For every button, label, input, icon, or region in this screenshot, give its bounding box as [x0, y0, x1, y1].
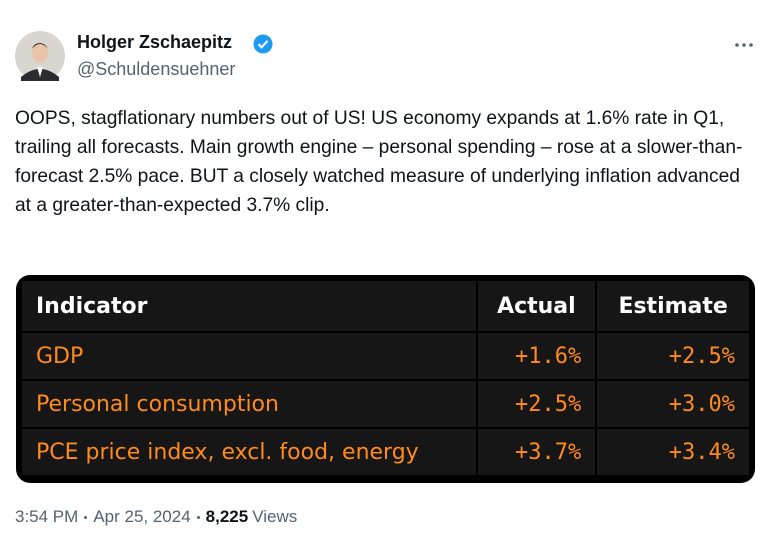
more-menu[interactable] [734, 40, 754, 50]
indicator-cell: Personal consumption [22, 381, 476, 427]
verified-badge [253, 34, 273, 54]
header-cell: Actual [477, 281, 596, 331]
author-handle[interactable]: @Schuldensuehner [77, 59, 236, 79]
indicator-cell: PCE price index, excl. food, energy [22, 429, 476, 475]
value-cell: +3.0% [597, 381, 749, 427]
views-label: Views [252, 507, 298, 526]
table-image[interactable]: Indicator Actual Estimate GDP +1.6% +2.5% Per… [16, 275, 755, 483]
header-cell: Indicator [22, 281, 476, 331]
table-row: PCE price index, excl. food, energy +3.7%… [22, 429, 749, 475]
value-cell: +2.5% [597, 333, 749, 379]
author-name[interactable]: Holger Zschaepitz [77, 32, 233, 52]
value-cell: +3.4% [597, 429, 749, 475]
header-cell: Estimate [597, 281, 749, 331]
view-count: 8,225 [205, 507, 249, 526]
time[interactable]: 3:54 PM [15, 507, 79, 526]
date[interactable]: Apr 25, 2024 [93, 507, 191, 526]
tweet-footer: 3:54 PM Apr 25, 2024 8,225 Views [15, 507, 297, 527]
table-row: GDP +1.6% +2.5% [22, 333, 749, 379]
table-row: Personal consumption +2.5% +3.0% [22, 381, 749, 427]
value-cell: +3.7% [477, 429, 596, 475]
value-cell: +2.5% [477, 381, 596, 427]
data-table: Indicator Actual Estimate GDP +1.6% +2.5% Per… [20, 279, 751, 477]
avatar[interactable] [15, 31, 65, 81]
separator [84, 515, 88, 519]
tweet-text: OOPS, stagflationary numbers out of US! … [15, 108, 743, 216]
header-row: Indicator Actual Estimate [22, 281, 749, 331]
indicator-cell: GDP [22, 333, 476, 379]
value-cell: +1.6% [477, 333, 596, 379]
separator [196, 515, 200, 519]
